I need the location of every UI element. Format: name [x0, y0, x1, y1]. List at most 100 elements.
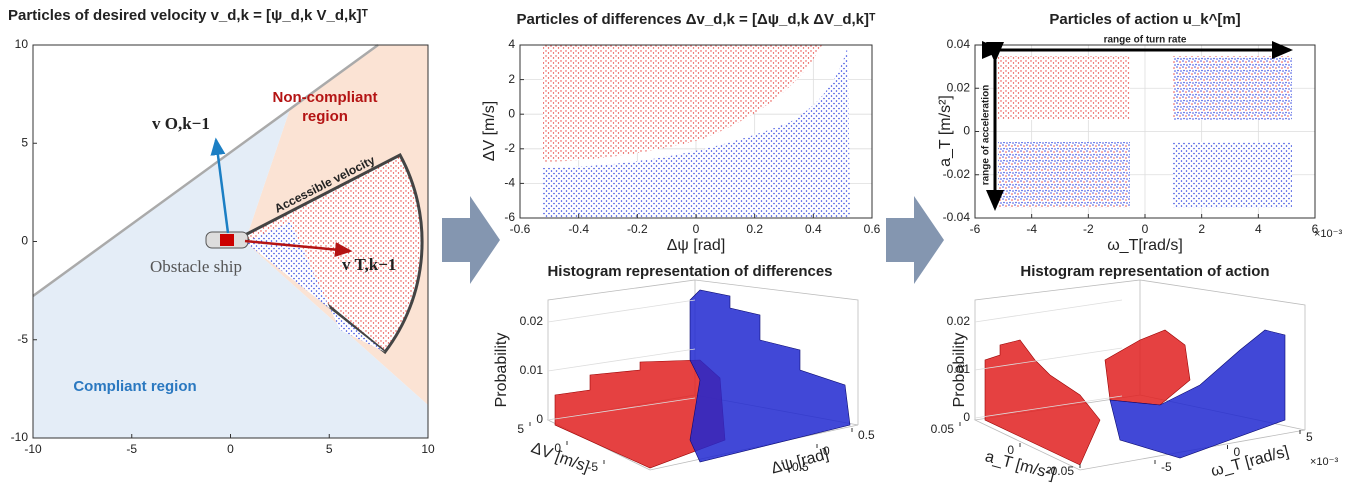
- y-tick-label: 2: [508, 72, 515, 86]
- tick-label: 5: [1306, 430, 1313, 444]
- z-axis-label: Probability: [493, 333, 510, 408]
- x-tick-label: -0.6: [510, 222, 531, 236]
- compliant-particles: [245, 222, 385, 352]
- z-tick-label: 0.01: [947, 362, 971, 376]
- y-tick-label: -5: [17, 332, 28, 346]
- x-multiplier: ×10⁻³: [1314, 228, 1342, 240]
- x-tick-label: 0.4: [805, 222, 822, 236]
- grid-line: [974, 299, 1123, 323]
- y-tick-label: 10: [15, 37, 29, 51]
- y-tick-label: 4: [508, 37, 515, 51]
- grid-line: [547, 397, 696, 421]
- ship-cabin: [220, 234, 234, 246]
- particle-cloud: [1173, 56, 1292, 120]
- vo-arrow: [210, 137, 230, 234]
- y-tick-label: -4: [504, 176, 515, 190]
- particle-cloud: [1173, 142, 1292, 208]
- z-axis-label: Probability: [951, 333, 968, 408]
- y-tick-label: -0.02: [943, 167, 971, 181]
- y-axis-label: ΔV [m/s]: [481, 101, 498, 161]
- y-tick-label: 0: [21, 234, 28, 248]
- tick-label: 0: [823, 444, 830, 458]
- y-tick-label: 0.04: [947, 37, 971, 51]
- tick-label: -0.05: [1047, 464, 1075, 478]
- grid-line: [547, 299, 696, 323]
- y-tick-label: -2: [504, 141, 515, 155]
- z-tick-label: 0.02: [947, 314, 971, 328]
- panel-title: Histogram representation of differences: [547, 263, 832, 280]
- x-tick-label: 5: [326, 442, 333, 456]
- y-tick-label: -6: [504, 210, 515, 224]
- tick-label: 0: [1007, 443, 1014, 457]
- flow-arrow: [442, 196, 500, 284]
- x-tick-label: -6: [970, 222, 981, 236]
- x-tick-label: 4: [1255, 222, 1262, 236]
- grid-line: [974, 395, 1123, 419]
- action-panel: Particles of action u_k^[m] range of tur…: [937, 11, 1342, 254]
- x-tick-label: 2: [1198, 222, 1205, 236]
- panel-title: Histogram representation of action: [1020, 263, 1269, 280]
- x-tick-label: -4: [1026, 222, 1037, 236]
- z-tick-label: 0.01: [520, 363, 544, 377]
- histogram-bars: [689, 289, 851, 463]
- ship-label: Obstacle ship: [150, 257, 242, 276]
- x-tick-label: 10: [421, 442, 435, 456]
- compliant-region: [33, 109, 428, 438]
- histogram-bars: [1104, 329, 1191, 406]
- particle-cloud: [543, 45, 850, 218]
- histogram-bars: [984, 339, 1101, 466]
- x-axis-label: Δψ [rad]: [667, 237, 726, 254]
- particle-cloud: [543, 45, 822, 162]
- histogram-bars: [1109, 329, 1286, 459]
- flow-arrow: [886, 196, 944, 284]
- vector-label: v O,k−1: [152, 114, 210, 133]
- x-tick-label: 0: [227, 442, 234, 456]
- annotation: range of acceleration: [981, 85, 992, 186]
- x-tick-label: 0: [693, 222, 700, 236]
- region-label: Compliant region: [73, 378, 196, 395]
- tick-label: -5: [1161, 460, 1172, 474]
- region-label: Non-compliant: [273, 89, 378, 106]
- y-tick-label: -10: [11, 430, 29, 444]
- x-tick-label: 0: [1142, 222, 1149, 236]
- x-tick-label: 6: [1312, 222, 1319, 236]
- vt-arrow: [244, 239, 353, 258]
- panel-title: Particles of desired velocity v_d,k = [ψ…: [8, 7, 369, 24]
- x-tick-label: 0.2: [746, 222, 763, 236]
- x-axis-label: ω_T[rad/s]: [1107, 237, 1183, 254]
- panel-title: Particles of differences Δv_d,k = [Δψ_d,…: [516, 11, 876, 28]
- tick-label: 5: [517, 422, 524, 436]
- y-axis-label: a_T [m/s²]: [937, 95, 954, 167]
- x-multiplier: ×10⁻³: [1310, 456, 1338, 468]
- y-tick-label: -0.04: [943, 210, 971, 224]
- x-tick-label: 0.6: [864, 222, 881, 236]
- x-axis-label: ω_T [rad/s]: [1209, 443, 1290, 480]
- difference-histogram: Histogram representation of differences …: [493, 263, 859, 478]
- x-tick-label: -10: [24, 442, 42, 456]
- tick-label: 0: [554, 441, 561, 455]
- z-tick-label: 0: [963, 410, 970, 424]
- z-tick-label: 0.02: [520, 314, 544, 328]
- accessible-sector: [240, 152, 424, 355]
- annotation: range of turn rate: [1104, 35, 1187, 46]
- boundary-line: [32, 43, 379, 298]
- tick-label: 0: [1234, 445, 1241, 459]
- particle-cloud: [998, 56, 1130, 120]
- x-tick-label: -0.4: [568, 222, 589, 236]
- region-label: region: [302, 108, 348, 125]
- tick-label: 0.05: [931, 422, 955, 436]
- x-tick-label: -2: [1083, 222, 1094, 236]
- difference-panel: Particles of differences Δv_d,k = [Δψ_d,…: [481, 11, 876, 254]
- velocity-panel: Particles of desired velocity v_d,k = [ψ…: [8, 7, 429, 439]
- tick-label: -0.5: [788, 460, 809, 474]
- x-tick-label: -5: [126, 442, 137, 456]
- y-tick-label: 0.02: [947, 80, 971, 94]
- tick-label: -5: [587, 460, 598, 474]
- y-tick-label: 0: [963, 124, 970, 138]
- grid-line: [547, 348, 696, 372]
- tick-label: 0.5: [858, 428, 875, 442]
- y-tick-label: 0: [508, 106, 515, 120]
- panel-title: Particles of action u_k^[m]: [1049, 11, 1240, 28]
- z-tick-label: 0: [536, 412, 543, 426]
